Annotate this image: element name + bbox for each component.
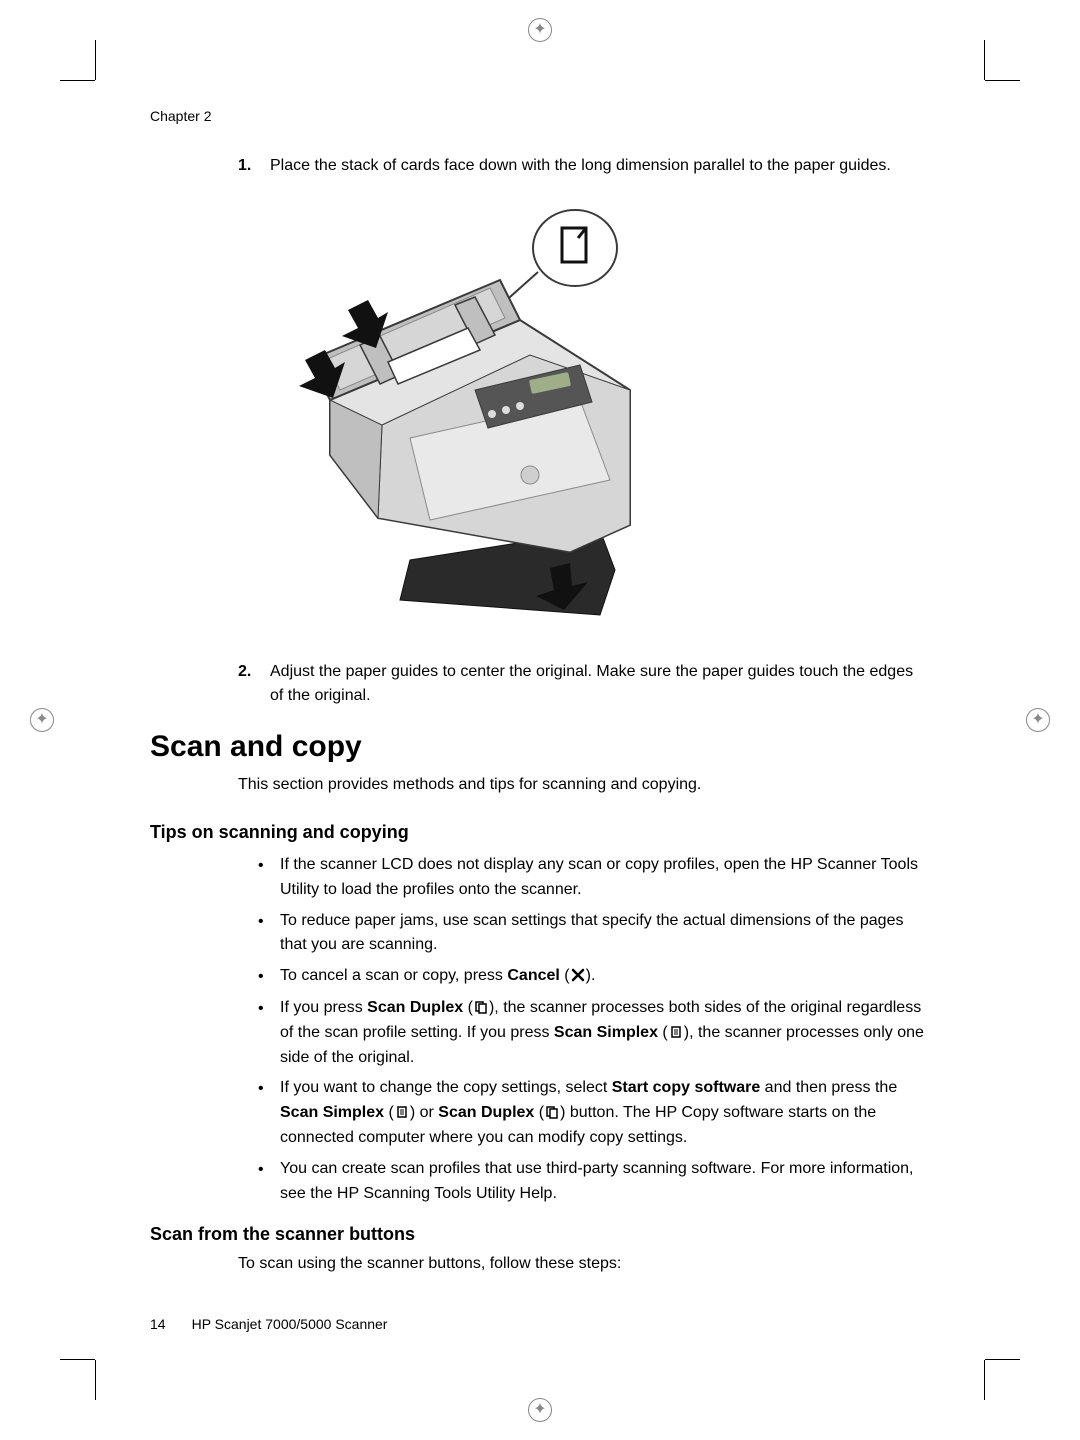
tip-5-e: ( [384,1104,394,1121]
heading-scan-and-copy: Scan and copy [150,730,930,764]
tip-5-h: ( [534,1104,544,1121]
tip-5-f: ) or [410,1104,438,1121]
footer-model: HP Scanjet 7000/5000 Scanner [192,1316,388,1332]
tip-4-f: ( [658,1024,668,1041]
crop-mark-bottom: ✦ [528,1398,552,1422]
page-footer: 14 HP Scanjet 7000/5000 Scanner [150,1316,387,1332]
cancel-icon [570,967,586,983]
crop-mark-right: ✦ [1026,708,1050,732]
simplex-icon [394,1104,410,1120]
crop-mark-top: ✦ [528,18,552,42]
scan-buttons-intro: To scan using the scanner buttons, follo… [238,1255,930,1273]
tip-3-text: To cancel a scan or copy, press Cancel (… [280,964,595,990]
step-2: 2. Adjust the paper guides to center the… [238,660,930,708]
tip-4-c: ( [463,999,473,1016]
bullet-icon: • [258,964,266,990]
heading-tips: Tips on scanning and copying [150,822,930,843]
numbered-steps: 1. Place the stack of cards face down wi… [238,154,930,178]
tip-3-cancel: Cancel [507,967,559,984]
tip-5-c: and then press the [760,1079,897,1096]
bullet-icon: • [258,853,266,903]
tip-6: • You can create scan profiles that use … [258,1157,930,1207]
crop-mark-left: ✦ [30,708,54,732]
scanner-illustration [270,200,690,630]
duplex-icon [473,999,489,1015]
tip-3: • To cancel a scan or copy, press Cancel… [258,964,930,990]
tip-4: • If you press Scan Duplex (), the scann… [258,996,930,1070]
tip-4-a: If you press [280,999,367,1016]
tip-5-duplex: Scan Duplex [438,1104,534,1121]
tip-2: • To reduce paper jams, use scan setting… [258,909,930,959]
step-2-text: Adjust the paper guides to center the or… [270,660,930,708]
tip-5-simplex: Scan Simplex [280,1104,384,1121]
tip-2-text: To reduce paper jams, use scan settings … [280,909,930,959]
tips-list: • If the scanner LCD does not display an… [258,853,930,1206]
duplex-icon [544,1104,560,1120]
simplex-icon [668,1024,684,1040]
bullet-icon: • [258,909,266,959]
tip-3-a: To cancel a scan or copy, press [280,967,507,984]
tip-3-c: ( [560,967,570,984]
tip-5-startcopy: Start copy software [612,1079,760,1096]
tip-5-a: If you want to change the copy settings,… [280,1079,612,1096]
bullet-icon: • [258,996,266,1070]
numbered-steps-2: 2. Adjust the paper guides to center the… [238,660,930,708]
tip-6-text: You can create scan profiles that use th… [280,1157,930,1207]
tip-4-simplex: Scan Simplex [554,1024,658,1041]
bullet-icon: • [258,1157,266,1207]
step-2-number: 2. [238,660,258,708]
tip-5: • If you want to change the copy setting… [258,1076,930,1150]
tip-5-text: If you want to change the copy settings,… [280,1076,930,1150]
tip-4-text: If you press Scan Duplex (), the scanner… [280,996,930,1070]
step-1: 1. Place the stack of cards face down wi… [238,154,930,178]
scan-copy-intro: This section provides methods and tips f… [238,776,930,794]
step-1-number: 1. [238,154,258,178]
tip-1: • If the scanner LCD does not display an… [258,853,930,903]
tip-3-d: ). [586,967,596,984]
page-content: Chapter 2 1. Place the stack of cards fa… [150,108,930,1332]
tip-1-text: If the scanner LCD does not display any … [280,853,930,903]
tip-4-duplex: Scan Duplex [367,999,463,1016]
page-number: 14 [150,1316,166,1332]
chapter-label: Chapter 2 [150,108,930,124]
bullet-icon: • [258,1076,266,1150]
step-1-text: Place the stack of cards face down with … [270,154,891,178]
heading-scan-from-buttons: Scan from the scanner buttons [150,1224,930,1245]
